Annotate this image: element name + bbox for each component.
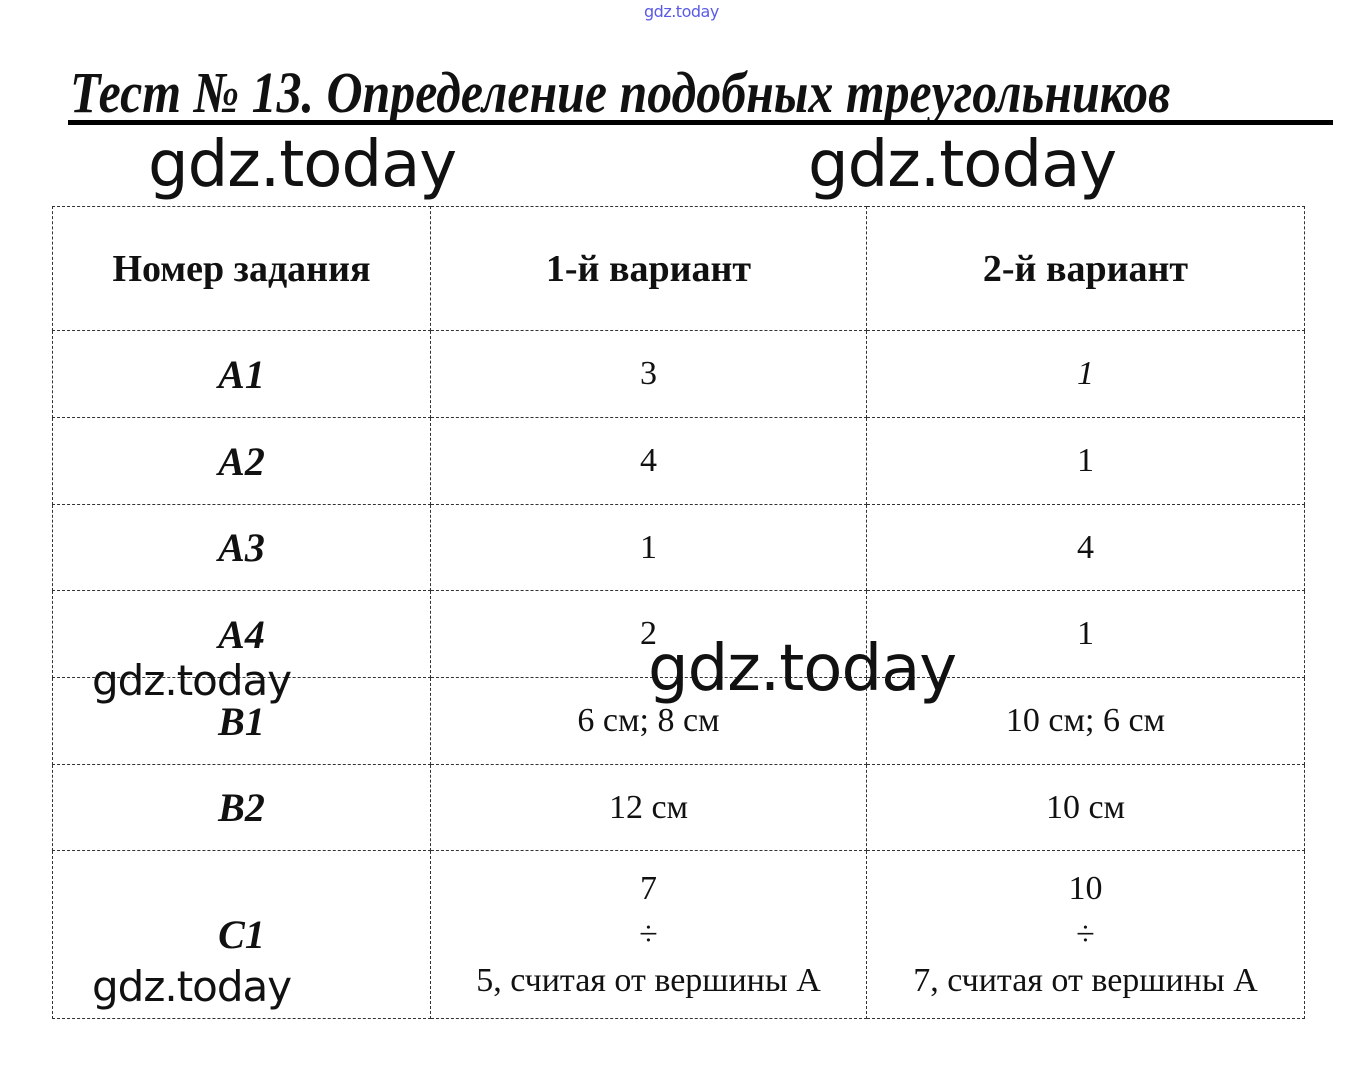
header-variant-2: 2-й вариант [866,206,1305,331]
table-row: B2 12 см 10 см [52,764,1305,851]
page-title: Тест № 13. Определение подобных треуголь… [70,60,1171,125]
table-row: A1 3 1 [52,330,1305,418]
table-row: A2 4 1 [52,417,1305,505]
watermark: gdz.today [648,632,957,706]
answer-bottom: 7, считая от вершины А [913,961,1258,999]
division-sign: ÷ [1076,915,1095,953]
answer-top: 10 [1068,869,1103,907]
task-number: A2 [52,417,431,505]
table-row: B1 6 см; 8 см 10 см; 6 см [52,677,1305,765]
answer-variant-2: 1 [866,417,1305,505]
answer-variant-1: 2 [430,590,867,678]
task-number: A1 [52,330,431,418]
header-task-number: Номер задания [52,206,431,331]
task-number: A4 [52,590,431,678]
watermark: gdz.today [92,962,292,1011]
title-underline [68,120,1333,125]
task-number: C1 [52,850,431,1019]
answer-variant-2: 10 см; 6 см [866,677,1305,765]
watermark-top: gdz.today [644,2,719,21]
table-row: A3 1 4 [52,504,1305,591]
answer-top: 7 [640,869,657,907]
answers-table: Номер задания 1-й вариант 2-й вариант A1… [52,206,1305,1019]
table-row: A4 2 1 [52,590,1305,678]
answer-variant-1: 3 [430,330,867,418]
task-number: A3 [52,504,431,591]
header-variant-1: 1-й вариант [430,206,867,331]
answer-variant-1: 7 ÷ 5, считая от вершины А [430,850,867,1019]
watermark: gdz.today [808,128,1117,202]
answer-variant-2: 1 [866,330,1305,418]
answer-variant-1: 6 см; 8 см [430,677,867,765]
task-number: B2 [52,764,431,851]
answer-bottom: 5, считая от вершины А [476,961,821,999]
answer-variant-2: 10 ÷ 7, считая от вершины А [866,850,1305,1019]
answer-variant-2: 10 см [866,764,1305,851]
table-header-row: Номер задания 1-й вариант 2-й вариант [52,206,1305,331]
task-number: B1 [52,677,431,765]
answer-variant-1: 12 см [430,764,867,851]
watermark: gdz.today [92,656,292,705]
division-sign: ÷ [639,915,658,953]
answer-variant-2: 4 [866,504,1305,591]
answer-variant-1: 1 [430,504,867,591]
table-row-c1: C1 7 ÷ 5, считая от вершины А 10 ÷ 7, сч… [52,850,1305,1019]
answer-variant-2: 1 [866,590,1305,678]
answer-variant-1: 4 [430,417,867,505]
watermark: gdz.today [148,128,457,202]
